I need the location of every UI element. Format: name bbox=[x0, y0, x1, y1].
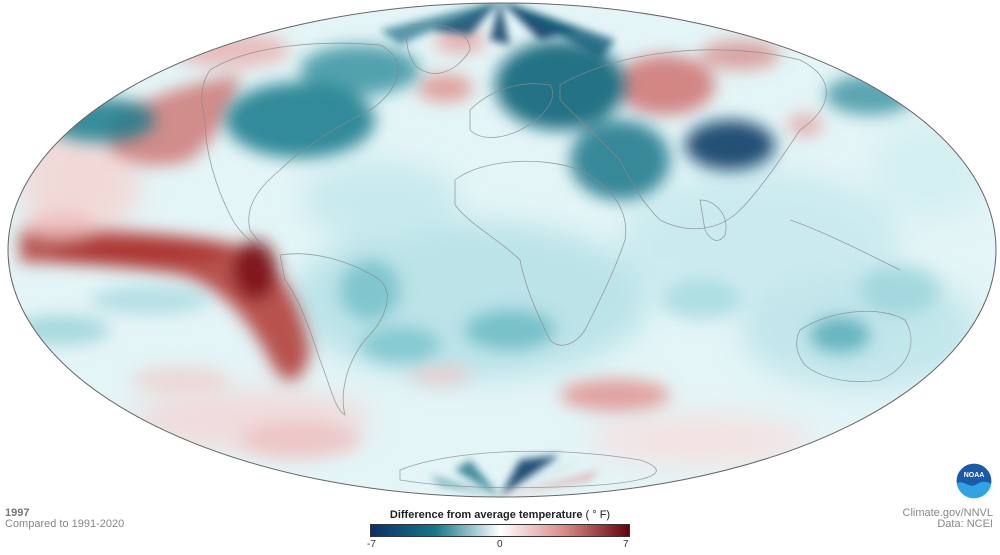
map-outline bbox=[7, 2, 997, 498]
legend-color-bar bbox=[370, 524, 630, 537]
noaa-logo: NOAA bbox=[955, 462, 993, 500]
color-legend: Difference from average temperature ( ° … bbox=[367, 509, 630, 553]
noaa-logo-icon: NOAA bbox=[955, 462, 993, 500]
legend-tick-mid: 0 bbox=[497, 539, 503, 550]
legend-unit: ( ° F) bbox=[585, 509, 611, 521]
legend-tick-min: -7 bbox=[367, 539, 376, 550]
credit-data: Data: NCEI bbox=[937, 518, 993, 530]
credit-site: Climate.gov/NNVL bbox=[902, 507, 993, 519]
anomaly-field bbox=[8, 3, 996, 497]
noaa-logo-text: NOAA bbox=[964, 472, 985, 479]
land-borders bbox=[201, 23, 946, 489]
baseline-label: Compared to 1991-2020 bbox=[5, 518, 125, 530]
anomaly-map-svg bbox=[7, 2, 997, 498]
legend-title: Difference from average temperature bbox=[389, 509, 583, 521]
year-label: 1997 bbox=[5, 507, 30, 519]
legend-tick-max: 7 bbox=[623, 539, 629, 550]
legend-title-row: Difference from average temperature ( ° … bbox=[370, 509, 630, 521]
anomaly-map bbox=[7, 2, 997, 498]
